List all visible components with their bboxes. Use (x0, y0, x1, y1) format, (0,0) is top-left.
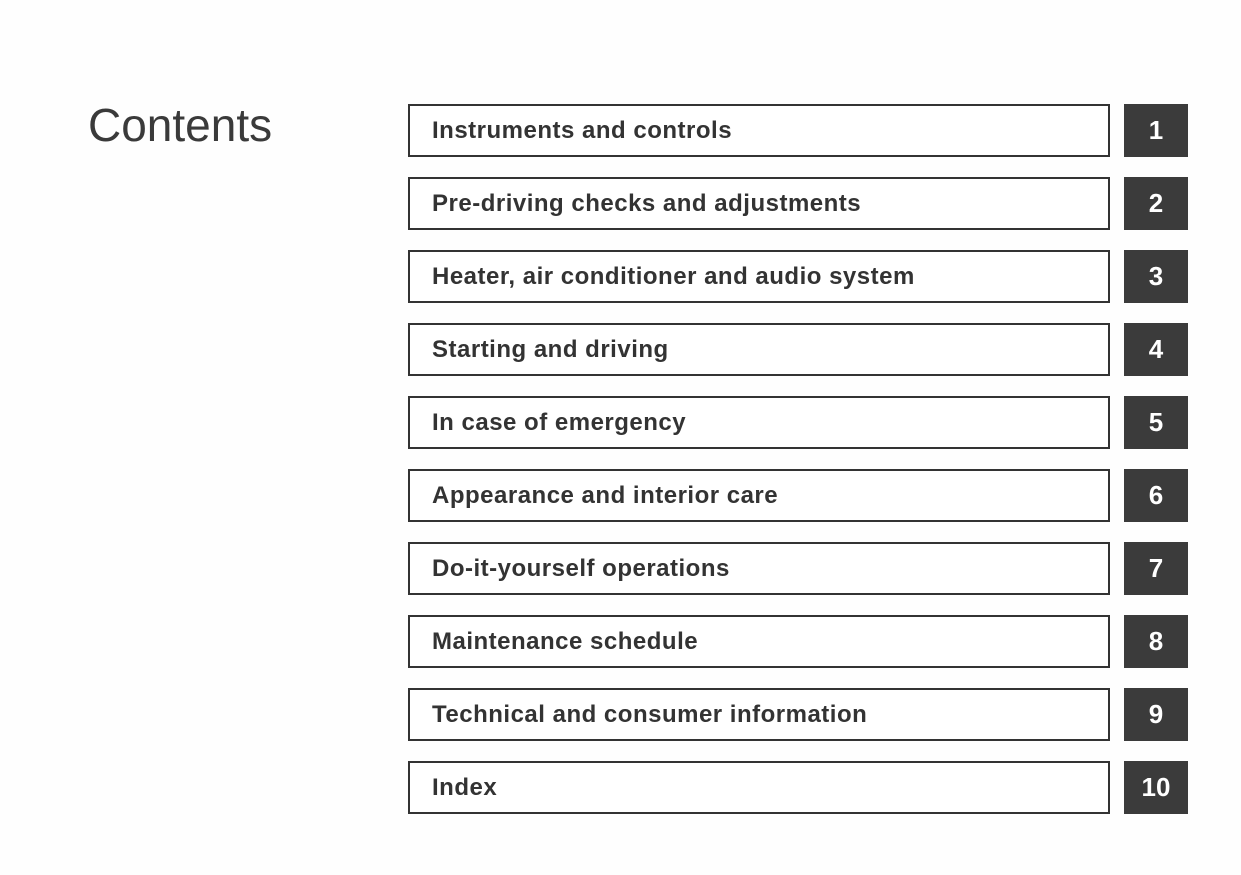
toc-label: Maintenance schedule (408, 615, 1110, 668)
page-title: Contents (88, 98, 272, 152)
toc-number: 5 (1124, 396, 1188, 449)
toc-row: Appearance and interior care 6 (408, 469, 1188, 522)
toc-gap (1110, 615, 1124, 668)
toc-row: Do-it-yourself operations 7 (408, 542, 1188, 595)
toc-label: Heater, air conditioner and audio system (408, 250, 1110, 303)
toc-gap (1110, 104, 1124, 157)
toc-number: 2 (1124, 177, 1188, 230)
toc-gap (1110, 323, 1124, 376)
toc-number: 1 (1124, 104, 1188, 157)
toc-row: In case of emergency 5 (408, 396, 1188, 449)
toc-list: Instruments and controls 1 Pre-driving c… (408, 104, 1188, 834)
toc-label: Appearance and interior care (408, 469, 1110, 522)
toc-label: Index (408, 761, 1110, 814)
toc-number: 10 (1124, 761, 1188, 814)
toc-label: Technical and consumer information (408, 688, 1110, 741)
toc-row: Heater, air conditioner and audio system… (408, 250, 1188, 303)
toc-number: 9 (1124, 688, 1188, 741)
toc-label: In case of emergency (408, 396, 1110, 449)
toc-number: 6 (1124, 469, 1188, 522)
toc-label: Pre-driving checks and adjustments (408, 177, 1110, 230)
toc-gap (1110, 177, 1124, 230)
toc-gap (1110, 688, 1124, 741)
toc-number: 3 (1124, 250, 1188, 303)
toc-label: Instruments and controls (408, 104, 1110, 157)
toc-label: Do-it-yourself operations (408, 542, 1110, 595)
toc-gap (1110, 761, 1124, 814)
toc-row: Index 10 (408, 761, 1188, 814)
toc-row: Starting and driving 4 (408, 323, 1188, 376)
toc-row: Technical and consumer information 9 (408, 688, 1188, 741)
toc-gap (1110, 396, 1124, 449)
toc-row: Maintenance schedule 8 (408, 615, 1188, 668)
toc-number: 8 (1124, 615, 1188, 668)
toc-gap (1110, 542, 1124, 595)
toc-label: Starting and driving (408, 323, 1110, 376)
toc-number: 4 (1124, 323, 1188, 376)
toc-number: 7 (1124, 542, 1188, 595)
toc-row: Pre-driving checks and adjustments 2 (408, 177, 1188, 230)
toc-row: Instruments and controls 1 (408, 104, 1188, 157)
page-root: Contents Instruments and controls 1 Pre-… (0, 0, 1241, 875)
toc-gap (1110, 469, 1124, 522)
toc-gap (1110, 250, 1124, 303)
